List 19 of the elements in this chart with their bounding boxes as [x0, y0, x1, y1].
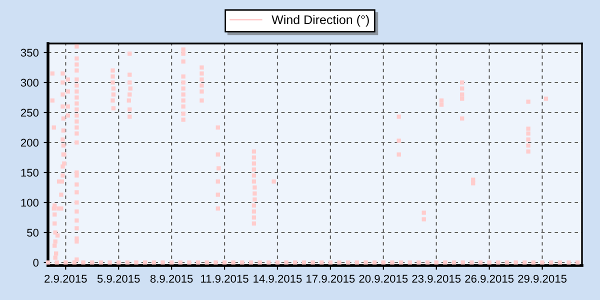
- x-tick-label: 8.9.2015: [150, 274, 193, 283]
- x-tick-label: 20.9.2015: [359, 274, 408, 283]
- x-tick-label: 26.9.2015: [465, 274, 514, 283]
- y-tick-label: 0: [33, 258, 39, 267]
- y-tick-label: 300: [20, 78, 39, 87]
- y-tick-label: 250: [20, 108, 39, 117]
- y-tick-label: 200: [20, 138, 39, 147]
- y-tick-label: 350: [20, 48, 39, 57]
- y-tick-label: 150: [21, 168, 39, 177]
- y-tick-label: 50: [27, 228, 39, 237]
- x-tick-label: 5.9.2015: [97, 274, 140, 283]
- y-tick-label: 100: [21, 198, 39, 207]
- legend-label: Wind Direction (°): [272, 15, 369, 27]
- x-tick-label: 11.9.2015: [201, 274, 248, 283]
- x-tick-label: 23.9.2015: [412, 274, 461, 283]
- x-tick-label: 14.9.2015: [254, 274, 302, 283]
- x-tick-label: 29.9.2015: [518, 274, 567, 283]
- x-tick-label: 17.9.2015: [306, 274, 355, 283]
- x-tick-label: 2.9.2015: [44, 274, 87, 283]
